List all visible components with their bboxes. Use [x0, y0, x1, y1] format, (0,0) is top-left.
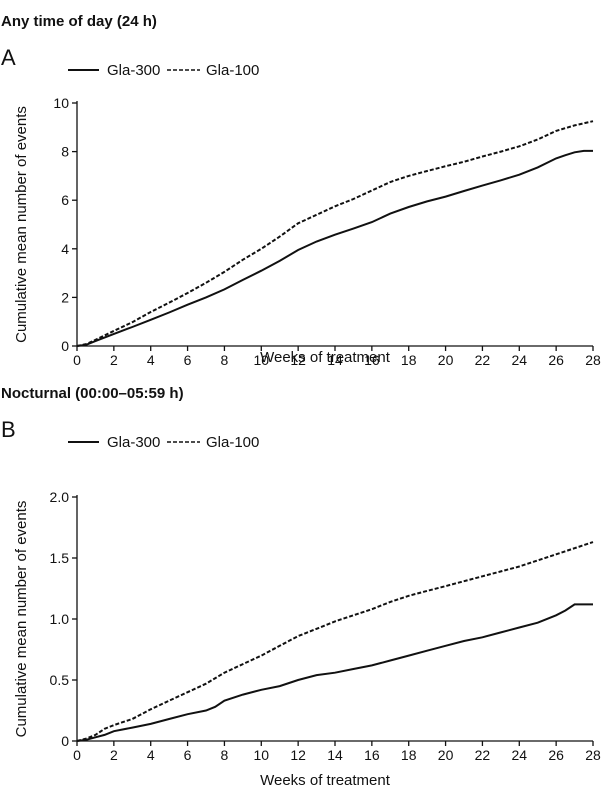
x-tick-label: 24 — [511, 352, 527, 368]
legend: Gla-300 Gla-100 — [68, 434, 259, 451]
series-line-gla-100 — [76, 541, 594, 742]
x-tick-label: 12 — [290, 352, 306, 368]
x-tick-label: 22 — [475, 747, 491, 763]
x-axis-title: Weeks of treatment — [260, 349, 391, 366]
x-tick-label: 18 — [401, 747, 417, 763]
x-tick-label: 6 — [184, 747, 192, 763]
x-tick-label: 2 — [110, 747, 118, 763]
y-tick-label: 6 — [61, 192, 69, 208]
legend-label: Gla-300 — [107, 62, 160, 79]
x-tick-label: 22 — [475, 352, 491, 368]
x-tick-label: 16 — [364, 352, 380, 368]
y-tick-label: 10 — [53, 95, 69, 111]
x-tick-label: 12 — [290, 747, 306, 763]
x-axis-title: Weeks of treatment — [260, 772, 391, 789]
x-tick-label: 6 — [184, 352, 192, 368]
y-tick-label: 0 — [61, 338, 69, 354]
x-tick-label: 16 — [364, 747, 380, 763]
x-tick-label: 20 — [438, 747, 454, 763]
x-tick-label: 0 — [73, 352, 81, 368]
panel-letter: B — [1, 417, 16, 442]
x-tick-label: 26 — [548, 747, 564, 763]
x-tick-label: 28 — [585, 747, 601, 763]
panel-heading: Nocturnal (00:00–05:59 h) — [1, 385, 184, 402]
x-tick-label: 28 — [585, 352, 601, 368]
x-tick-label: 0 — [73, 747, 81, 763]
series-line-gla-300 — [76, 149, 593, 347]
y-tick-label: 2.0 — [50, 489, 70, 505]
x-tick-label: 14 — [327, 352, 343, 368]
legend-label: Gla-300 — [107, 434, 160, 451]
legend: Gla-300 Gla-100 — [68, 62, 259, 79]
panel-heading: Any time of day (24 h) — [1, 13, 157, 30]
x-tick-label: 18 — [401, 352, 417, 368]
y-tick-label: 4 — [61, 241, 69, 257]
x-tick-label: 14 — [327, 747, 343, 763]
x-tick-label: 20 — [438, 352, 454, 368]
y-tick-label: 8 — [61, 144, 69, 160]
legend-label: Gla-100 — [206, 434, 259, 451]
legend-label: Gla-100 — [206, 62, 259, 79]
y-axis-title: Cumulative mean number of events — [13, 501, 30, 738]
x-tick-label: 24 — [511, 747, 527, 763]
y-tick-label: 0.5 — [50, 672, 70, 688]
x-tick-label: 8 — [221, 747, 229, 763]
panel-letter: A — [1, 45, 16, 70]
x-tick-label: 26 — [548, 352, 564, 368]
x-tick-label: 4 — [147, 747, 155, 763]
chart-panel-b: Nocturnal (00:00–05:59 h) B Gla-300 Gla-100… — [1, 385, 601, 789]
series-line-gla-300 — [76, 603, 593, 742]
y-tick-label: 1.5 — [50, 550, 70, 566]
x-tick-label: 2 — [110, 352, 118, 368]
series-line-gla-100 — [76, 120, 594, 347]
y-tick-label: 2 — [61, 289, 69, 305]
x-tick-label: 10 — [253, 352, 269, 368]
x-tick-label: 10 — [253, 747, 269, 763]
y-axis-title: Cumulative mean number of events — [13, 106, 30, 343]
x-tick-label: 8 — [221, 352, 229, 368]
y-tick-label: 0 — [61, 733, 69, 749]
y-tick-label: 1.0 — [50, 611, 70, 627]
x-tick-label: 4 — [147, 352, 155, 368]
